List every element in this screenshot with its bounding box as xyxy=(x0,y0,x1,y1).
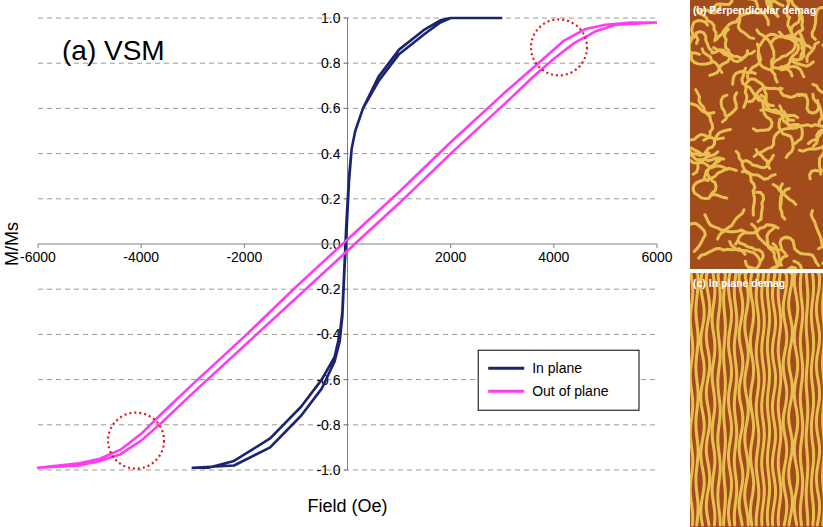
chart-title: (a) VSM xyxy=(62,35,165,66)
legend-label: In plane xyxy=(532,360,582,376)
image-panel xyxy=(690,273,823,527)
y-tick xyxy=(344,108,348,109)
domain-stripes xyxy=(690,273,823,525)
y-tick xyxy=(344,153,348,154)
panel-title: (c) In plane demag xyxy=(693,277,785,289)
y-tick-label: 0.6 xyxy=(321,100,341,116)
y-tick xyxy=(344,63,348,64)
x-tick-label: -4000 xyxy=(123,249,159,265)
y-tick-label: -0.8 xyxy=(316,417,340,433)
x-tick-label: 6000 xyxy=(641,249,672,265)
series-line xyxy=(38,23,657,468)
x-tick-label: 2000 xyxy=(435,249,466,265)
x-tick-label: 4000 xyxy=(538,249,569,265)
legend: In plane Out of plane xyxy=(478,350,639,410)
legend-label: Out of plane xyxy=(532,383,608,399)
y-tick xyxy=(344,379,348,380)
legend-box xyxy=(478,350,639,410)
legend-swatch xyxy=(488,367,524,370)
y-tick-label: -0.2 xyxy=(316,281,340,297)
y-tick-label: -0.4 xyxy=(316,326,340,342)
y-tick-label: -1.0 xyxy=(316,462,340,478)
x-tick-label: -6000 xyxy=(20,249,56,265)
legend-swatch xyxy=(488,390,524,393)
highlight-circle xyxy=(108,413,164,469)
y-tick-label: 0.2 xyxy=(321,191,341,207)
y-tick-label: 0.8 xyxy=(321,55,341,71)
y-tick xyxy=(344,470,348,471)
x-tick xyxy=(450,244,451,248)
series-line xyxy=(193,18,503,468)
x-tick-label: -2000 xyxy=(226,249,262,265)
x-axis-title: Field (Oe) xyxy=(307,496,387,516)
domain-texture xyxy=(690,0,823,269)
domain-stripes xyxy=(690,0,823,269)
x-tick xyxy=(38,244,39,248)
y-tick xyxy=(344,424,348,425)
panel-title: (b) Perpendicular demag xyxy=(693,4,816,16)
domain-texture xyxy=(690,273,823,525)
x-tick xyxy=(141,244,142,248)
y-axis-title: M/Ms xyxy=(2,222,22,266)
y-tick xyxy=(344,334,348,335)
x-tick xyxy=(244,244,245,248)
x-tick xyxy=(553,244,554,248)
y-tick xyxy=(344,18,348,19)
image-panel xyxy=(690,0,823,269)
y-tick-label: 0.4 xyxy=(321,146,341,162)
x-tick xyxy=(657,244,658,248)
plot-area xyxy=(38,18,657,469)
highlight-circle xyxy=(531,19,587,75)
panel-separator xyxy=(690,269,823,273)
y-tick-label: 1.0 xyxy=(321,10,341,26)
